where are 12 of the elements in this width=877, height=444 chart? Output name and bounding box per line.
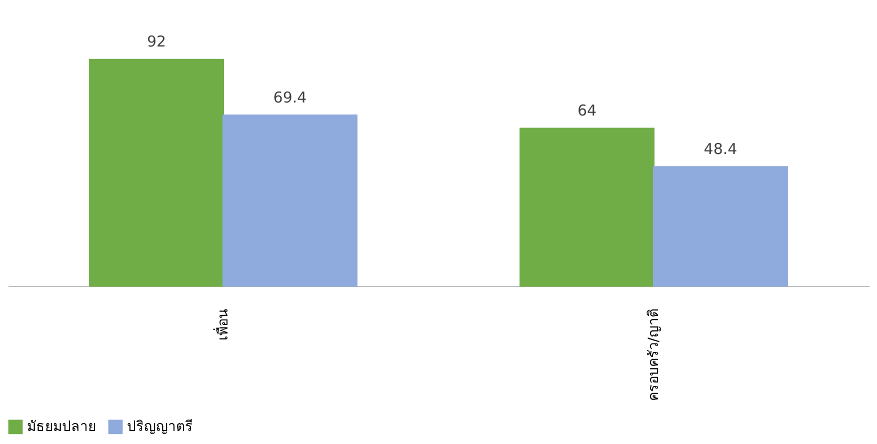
x-tick-label: ครอบครัว/ญาติ bbox=[646, 308, 662, 402]
bar bbox=[653, 166, 788, 287]
bar bbox=[89, 58, 224, 287]
legend-label: มัธยมปลาย bbox=[27, 418, 96, 435]
data-label: 69.4 bbox=[273, 88, 307, 106]
bar bbox=[222, 114, 358, 287]
x-tick-label: เพื่อน bbox=[213, 308, 232, 340]
bar bbox=[520, 128, 654, 287]
legend-label: ปริญญาตรี bbox=[127, 418, 193, 435]
data-label: 64 bbox=[577, 102, 597, 120]
data-label: 48.4 bbox=[704, 140, 738, 158]
data-label: 92 bbox=[146, 32, 166, 51]
